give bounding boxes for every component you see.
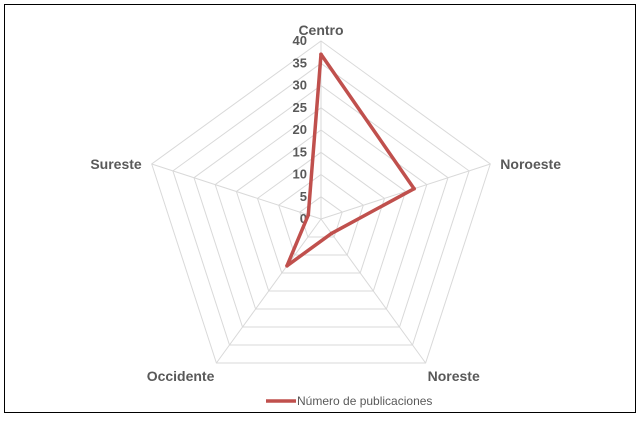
grid-ring — [193, 84, 449, 328]
tick-label: 25 — [293, 100, 307, 115]
data-point-centro — [319, 52, 323, 57]
grid-ring — [278, 173, 364, 256]
data-point-sureste — [306, 213, 311, 217]
grid-ring — [214, 107, 428, 310]
grid-spoke — [215, 218, 322, 364]
grid-ring — [299, 196, 343, 238]
grid-spoke — [320, 218, 427, 364]
tick-label: 20 — [293, 122, 307, 137]
grid-ring — [256, 151, 386, 274]
tick-label: 5 — [300, 189, 307, 204]
data-point-noreste — [329, 231, 334, 236]
tick-label: 0 — [300, 211, 307, 226]
tick-label: 10 — [293, 167, 307, 182]
series-line — [285, 52, 416, 268]
grid-ring — [235, 129, 407, 292]
tick-label: 40 — [293, 33, 307, 48]
grid-ring — [172, 62, 470, 346]
category-label-occidente: Occidente — [147, 368, 215, 384]
tick-label: 35 — [293, 55, 307, 70]
tick-label: 30 — [293, 78, 307, 93]
data-point-noroeste — [412, 186, 416, 191]
data-point-occidente — [285, 264, 289, 268]
tick-label: 15 — [293, 144, 307, 159]
legend-label: Número de publicaciones — [297, 394, 432, 408]
category-label-sureste: Sureste — [90, 156, 142, 172]
category-label-centro: Centro — [298, 22, 343, 38]
category-label-noreste: Noreste — [428, 368, 480, 384]
category-label-noroeste: Noroeste — [500, 156, 561, 172]
grid-spoke — [151, 163, 322, 220]
grid-ring — [151, 40, 491, 364]
